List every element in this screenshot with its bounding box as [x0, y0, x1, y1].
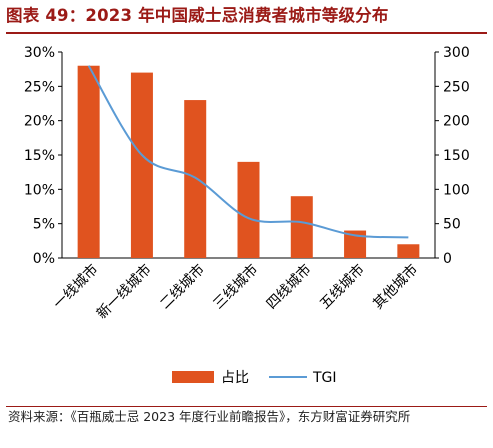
right-tick-label: 250 — [443, 79, 470, 95]
left-tick-label: 0% — [33, 251, 55, 267]
right-tick-label: 150 — [443, 148, 470, 164]
tick-labels: 0% 5% 10% 15% 20% 25% 30% 0 50 100 150 200 250 300 — [24, 45, 470, 267]
right-tick-label: 0 — [443, 251, 452, 267]
bar — [77, 65, 100, 258]
bar — [130, 72, 153, 258]
right-tick-label: 50 — [443, 217, 461, 233]
bar-series — [77, 65, 420, 258]
bar — [344, 230, 367, 258]
right-tick-label: 200 — [443, 114, 470, 130]
line-series — [87, 65, 409, 239]
left-tick-label: 25% — [24, 79, 55, 95]
legend-label-bar: 占比 — [221, 370, 249, 386]
right-tick-label: 100 — [443, 182, 470, 198]
legend: 占比 TGI — [172, 370, 337, 386]
right-tick-label: 300 — [443, 45, 470, 61]
x-tick-label: 五线城市 — [316, 261, 368, 313]
legend-label-line: TGI — [312, 370, 337, 386]
x-tick-label: 四线城市 — [263, 261, 315, 313]
tgi-line — [87, 65, 409, 239]
left-tick-label: 30% — [24, 45, 55, 61]
bar — [184, 100, 207, 258]
x-tick-label: 二线城市 — [156, 261, 208, 313]
bar — [290, 196, 313, 258]
legend-bar-swatch — [172, 371, 214, 383]
left-tick-label: 15% — [24, 148, 55, 164]
x-tick-label: 新一线城市 — [93, 261, 155, 323]
bar — [237, 161, 260, 258]
combo-chart: 0% 5% 10% 15% 20% 25% 30% 0 50 100 150 200 250 300 一线… — [24, 45, 470, 386]
chart-title: 图表 49：2023 年中国威士忌消费者城市等级分布 — [6, 6, 389, 25]
bar — [397, 244, 420, 258]
left-tick-label: 5% — [33, 217, 55, 233]
title-divider — [6, 32, 487, 34]
source-divider — [6, 406, 487, 407]
source-note: 资料来源：《百瓶威士忌 2023 年度行业前瞻报告》，东方财富证券研究所 — [8, 409, 411, 424]
x-tick-label: 其他城市 — [370, 261, 422, 313]
x-tick-label: 一线城市 — [50, 261, 102, 313]
x-tick-label: 三线城市 — [210, 261, 262, 313]
left-tick-label: 20% — [24, 114, 55, 130]
left-tick-label: 10% — [24, 182, 55, 198]
axes — [58, 51, 439, 259]
